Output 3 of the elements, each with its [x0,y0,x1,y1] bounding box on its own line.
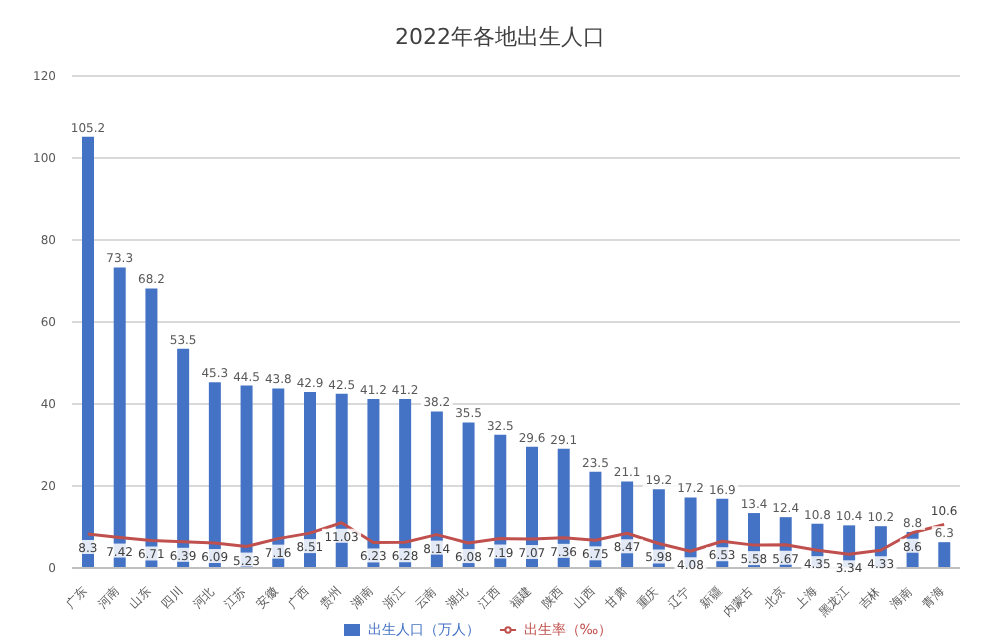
bar [82,136,94,568]
bar [938,542,951,568]
chart-title: 2022年各地出生人口 [393,22,607,54]
